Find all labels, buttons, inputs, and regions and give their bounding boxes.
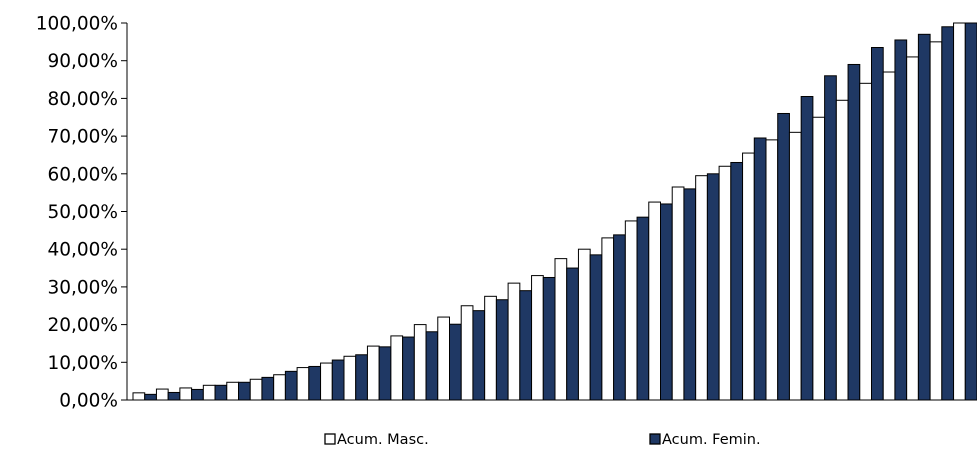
bar-femin — [167, 391, 181, 401]
bar-masc — [343, 355, 357, 401]
y-tick-label: 40,00% — [47, 240, 118, 261]
bar-femin — [308, 365, 322, 401]
legend: Acum. Masc. Acum. Femin. — [324, 432, 761, 448]
bar-masc — [249, 378, 263, 401]
bar-masc — [835, 99, 849, 401]
bar-masc — [742, 152, 755, 401]
y-tick-label: 50,00% — [47, 202, 118, 223]
bar-femin — [730, 161, 744, 401]
bar-masc — [906, 56, 919, 401]
bar-masc — [812, 116, 826, 401]
bar-masc — [531, 275, 544, 401]
bar-masc — [671, 186, 685, 401]
bar-masc — [460, 305, 474, 401]
bar-masc — [765, 139, 779, 401]
bar-masc — [320, 362, 333, 401]
bar-femin — [871, 47, 884, 401]
bar-femin — [917, 33, 931, 401]
bar-femin — [941, 26, 955, 401]
y-tick-label: 0,00% — [59, 391, 118, 412]
bars — [132, 22, 977, 401]
bar-femin — [472, 310, 486, 401]
bar-femin — [495, 299, 509, 401]
legend-label-femin: Acum. Femin. — [662, 432, 761, 448]
bar-femin — [613, 234, 626, 401]
bar-masc — [859, 82, 873, 401]
bar-femin — [542, 276, 556, 401]
bar-femin — [894, 39, 908, 401]
bar-masc — [155, 388, 169, 401]
y-tick-label: 30,00% — [47, 277, 118, 298]
bar-femin — [355, 354, 368, 401]
bar-femin — [449, 323, 462, 401]
bar-masc — [695, 175, 708, 401]
bar-femin — [331, 359, 345, 401]
bar-femin — [144, 393, 157, 401]
legend-label-masc: Acum. Masc. — [337, 432, 429, 448]
y-tick-label: 10,00% — [47, 353, 118, 374]
bar-femin — [753, 137, 767, 401]
bar-masc — [132, 392, 146, 401]
bar-masc — [484, 295, 497, 401]
bar-masc — [296, 367, 310, 401]
bar-femin — [261, 376, 275, 401]
bar-masc — [718, 165, 732, 401]
legend-swatch-femin — [649, 433, 661, 445]
bar-femin — [706, 173, 720, 401]
bar-femin — [566, 267, 579, 401]
y-tick-label: 80,00% — [47, 89, 118, 110]
bar-femin — [777, 112, 790, 401]
bar-masc — [507, 282, 521, 401]
bar-femin — [636, 216, 650, 401]
bar-masc — [953, 22, 966, 401]
bar-masc — [601, 237, 615, 401]
bar-masc — [882, 71, 896, 401]
bar-masc — [929, 41, 943, 401]
bar-masc — [788, 131, 802, 401]
y-tick-label: 90,00% — [47, 51, 118, 72]
bar-femin — [683, 188, 697, 401]
y-tick-label: 100,00% — [36, 14, 118, 35]
bar-femin — [425, 331, 439, 401]
bar-masc — [413, 324, 427, 401]
bar-masc — [624, 220, 638, 401]
y-tick-label: 70,00% — [47, 127, 118, 148]
bar-femin — [284, 370, 298, 401]
bar-masc — [577, 248, 591, 401]
bar-masc — [366, 345, 380, 401]
bar-femin — [847, 63, 861, 401]
bar-femin — [660, 203, 673, 401]
bar-masc — [273, 374, 286, 401]
bar-masc — [437, 316, 450, 401]
bar-masc — [554, 258, 568, 401]
bar-femin — [214, 384, 228, 401]
bar-femin — [191, 388, 204, 401]
bar-femin — [964, 22, 977, 401]
y-tick-label: 20,00% — [47, 315, 118, 336]
legend-swatch-masc — [324, 433, 336, 445]
bar-masc — [202, 384, 216, 401]
bar-femin — [519, 290, 533, 401]
y-axis-ticks — [121, 22, 127, 401]
bar-masc — [226, 381, 239, 401]
bar-masc — [390, 335, 404, 401]
y-tick-label: 60,00% — [47, 164, 118, 185]
bar-femin — [378, 346, 392, 401]
bar-femin — [238, 381, 251, 401]
bar-femin — [824, 75, 837, 401]
bar-masc — [179, 387, 193, 401]
bar-femin — [800, 96, 814, 401]
bar-femin — [589, 254, 603, 401]
bar-masc — [648, 201, 662, 401]
y-axis-labels: 0,00% 10,00% 20,00% 30,00% 40,00% 50,00% 60,00… — [36, 14, 118, 412]
bar-femin — [402, 336, 415, 401]
